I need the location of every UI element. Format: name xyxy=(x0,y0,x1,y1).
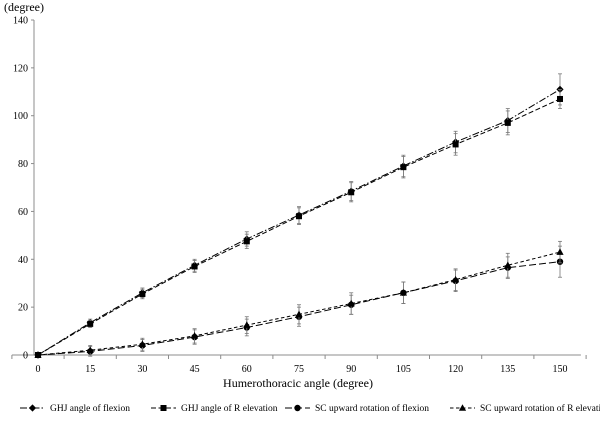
legend: GHJ angle of flexion GHJ angle of R eleva… xyxy=(20,403,600,414)
y-axis-title: (degree) xyxy=(4,0,44,14)
legend-item-3: SC upward rotation of R elevation xyxy=(450,403,600,414)
y-tick-label: 20 xyxy=(18,303,28,314)
data-point xyxy=(348,189,355,196)
x-tick-label: 120 xyxy=(448,364,463,375)
data-point xyxy=(400,164,407,171)
series-1 xyxy=(35,88,563,358)
data-point xyxy=(87,320,94,327)
data-point xyxy=(139,290,146,297)
legend-label: SC upward rotation of flexion xyxy=(315,403,429,414)
legend-marker xyxy=(160,405,167,411)
data-point xyxy=(452,141,459,148)
data-point xyxy=(399,288,407,296)
data-point xyxy=(504,119,511,126)
series-line xyxy=(37,251,561,356)
y-tick-label: 120 xyxy=(13,63,28,74)
data-point xyxy=(243,321,251,328)
data-point xyxy=(34,351,42,358)
data-point xyxy=(557,95,563,102)
legend-item-2: SC upward rotation of flexion xyxy=(285,403,429,414)
y-tick-label: 140 xyxy=(13,16,28,27)
data-point xyxy=(347,299,355,307)
data-point xyxy=(504,261,512,269)
x-tick-label: 60 xyxy=(242,364,252,375)
x-axis-title: Humerothoracic angle (degree) xyxy=(223,376,373,390)
x-tick-label: 135 xyxy=(500,364,515,375)
legend-marker xyxy=(28,404,37,412)
series-3 xyxy=(34,240,564,358)
data-point xyxy=(191,263,198,270)
y-tick-label: 80 xyxy=(18,159,28,170)
x-tick-label: 15 xyxy=(85,364,95,375)
data-point xyxy=(243,238,250,245)
series-layer xyxy=(34,73,564,359)
data-point xyxy=(86,346,94,354)
data-point xyxy=(191,332,199,339)
data-point xyxy=(138,340,146,348)
legend-marker xyxy=(458,404,467,411)
data-point xyxy=(296,213,302,220)
legend-marker xyxy=(294,404,301,412)
axes: 0 20 40 60 80 100 120 140 0 15 30 45 60 75 90 105 120 135… xyxy=(11,16,587,375)
y-tick-label: 60 xyxy=(18,207,28,218)
x-tick-label: 90 xyxy=(346,364,356,375)
y-tick-label: 100 xyxy=(13,111,28,122)
data-point xyxy=(295,310,303,318)
series-2 xyxy=(34,245,564,359)
series-line xyxy=(37,88,561,356)
legend-label: GHJ angle of flexion xyxy=(50,403,130,414)
legend-item-1: GHJ angle of R elevation xyxy=(151,403,278,414)
y-tick-label: 40 xyxy=(18,255,28,266)
x-tick-label: 45 xyxy=(190,364,200,375)
x-tick-label: 0 xyxy=(36,364,41,375)
x-tick-label: 75 xyxy=(294,364,304,375)
x-tick-label: 30 xyxy=(137,364,147,375)
x-tick-label: 105 xyxy=(396,364,411,375)
legend-label: GHJ angle of R elevation xyxy=(181,403,278,414)
y-tick-label: 0 xyxy=(23,351,28,362)
legend-label: SC upward rotation of R elevation xyxy=(480,403,600,414)
legend-item-0: GHJ angle of flexion xyxy=(20,403,130,414)
data-point xyxy=(556,248,564,255)
data-point xyxy=(452,275,460,283)
x-tick-label: 150 xyxy=(553,364,568,375)
